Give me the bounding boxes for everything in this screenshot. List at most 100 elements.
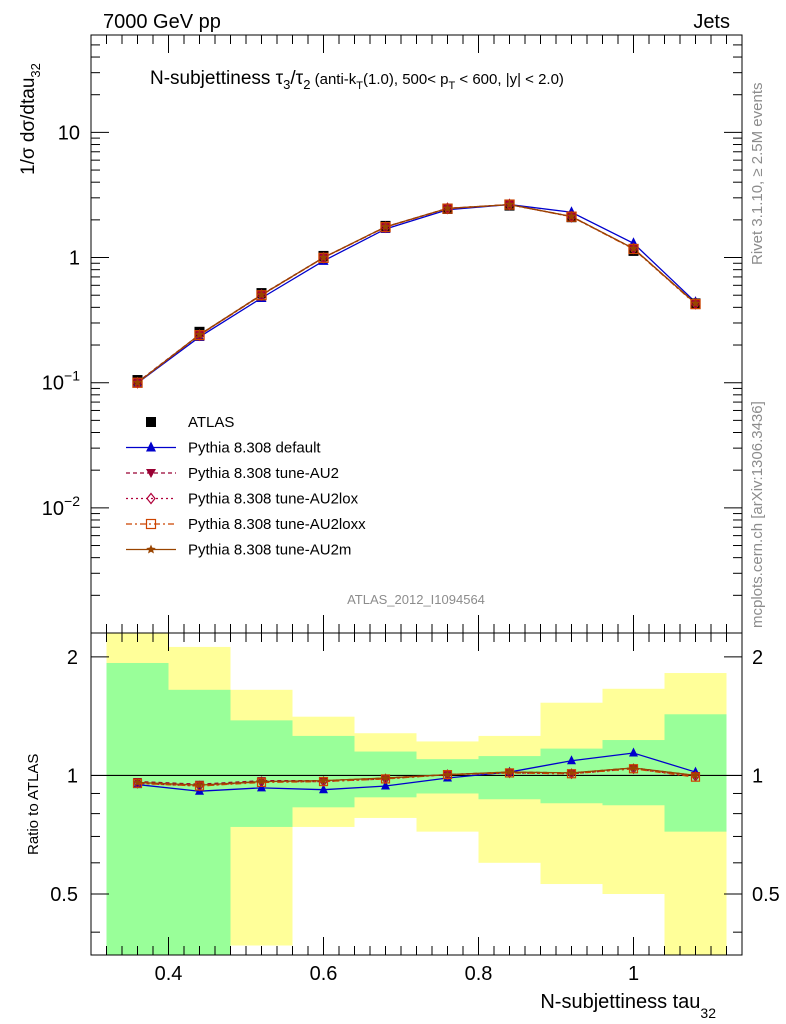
main-y-axis-text: 1/σ dσ/dtau [18,78,39,175]
ratio-y-axis-label: Ratio to ATLAS [25,754,42,855]
title-cond1: (anti-k [310,71,356,88]
main-y-tick-base: 10 [42,498,64,520]
series-marker-ratio [319,776,328,785]
ratio-ticks-layer: 0.4 0.6 0.8 1 2 2 1 1 0.5 0.5 [50,633,780,985]
main-y-axis-label: 1/σ dσ/dtau32 [18,63,43,175]
x-tick-label: 1 [628,963,639,985]
series-marker-ratio [257,777,266,786]
inner-band-bin [292,735,355,808]
series-marker-ratio [505,767,514,776]
main-y-tick-exp: −1 [64,368,80,384]
ratio-y-tick-label-left: 2 [67,647,78,669]
legend-label: Pythia 8.308 tune-AU2m [188,542,351,559]
series-marker-ratio [381,773,390,782]
analysis-watermark: ATLAS_2012_I1094564 [347,592,485,607]
series-marker-main [690,298,701,308]
series-marker-main [442,203,453,213]
x-axis-text: N-subjettiness tau [540,991,700,1013]
series-marker-ratio [567,768,576,777]
series-marker-ratio [319,784,328,794]
series-line-main [137,203,696,384]
ratio-y-tick-label-left: 0.5 [50,884,78,906]
ratio-band-layer [91,633,742,955]
ratio-y-tick-label-left: 1 [67,765,78,787]
title-main: N-subjettiness τ [150,68,284,89]
inner-band-bin [168,689,231,955]
main-series-layer [132,198,701,389]
process-label: Jets [693,11,730,33]
legend-marker [146,469,156,478]
series-marker-main [256,289,267,299]
title-sub2: 2 [303,77,310,92]
outer-band-bin [478,735,541,863]
series-marker-main [318,252,329,262]
main-y-tick-label: 10 [58,122,80,144]
ratio-y-tick-label-right: 1 [752,765,763,787]
series-marker-ratio [381,780,390,790]
title-subT: T [356,80,363,92]
x-axis-label: N-subjettiness tau32 [540,991,716,1021]
mcplots-label: mcplots.cern.ch [arXiv:1306.3436] [749,401,766,628]
x-axis-sub: 32 [700,1005,716,1021]
legend-label: Pythia 8.308 tune-AU2 [188,465,339,482]
legend: ATLAS Pythia 8.308 default Pythia 8.308 tu… [126,414,366,559]
series-marker-ratio [691,770,700,780]
legend-label: Pythia 8.308 tune-AU2loxx [188,516,366,533]
x-tick-label: 0.4 [155,963,183,985]
title-cond3: < 600, |y| < 2.0) [455,71,564,88]
main-y-axis-sub: 32 [28,63,43,77]
main-y-tick-base: 10 [58,122,80,144]
title-cond2: (1.0), 500< p [363,71,448,88]
legend-label: ATLAS [188,414,234,431]
ratio-series-layer [132,747,701,795]
series-marker-ratio [567,755,576,765]
series-line-main [137,203,696,384]
series-marker-main [504,199,515,209]
series-marker-main [132,377,143,387]
series-marker-ratio [443,770,452,779]
inner-band-bin [230,720,293,827]
series-marker-main [194,329,205,339]
legend-marker [146,544,156,554]
main-y-tick-exp: −2 [64,493,80,509]
plot-title: N-subjettiness τ3/τ2 (anti-kT(1.0), 500<… [150,68,564,92]
series-line-main [137,203,696,384]
title-slash: /τ [290,68,303,89]
legend-label: Pythia 8.308 tune-AU2lox [188,491,359,508]
inner-band-bin [106,662,169,955]
rivet-label: Rivet 3.1.10, ≥ 2.5M events [749,83,766,266]
ratio-panel: 0.4 0.6 0.8 1 2 2 1 1 0.5 0.5 [50,632,780,985]
legend-marker [146,417,156,427]
title-subT2: T [449,80,456,92]
main-y-tick-label: 10−2 [42,493,80,520]
series-line-ratio [137,752,696,792]
main-y-tick-label: 1 [69,248,80,270]
series-marker-main [380,221,391,231]
ratio-y-tick-label-right: 0.5 [752,884,780,906]
x-tick-label: 0.8 [465,963,493,985]
legend-marker [146,441,156,452]
main-y-tick-base: 10 [42,373,64,395]
energy-label: 7000 GeV pp [103,11,221,33]
legend-label: Pythia 8.308 default [188,440,321,457]
x-tick-label: 0.6 [310,963,338,985]
series-marker-ratio [629,747,638,757]
series-marker-ratio [195,780,204,789]
main-y-tick-label: 10−1 [42,368,80,395]
series-marker-main [628,243,639,253]
legend-marker [145,518,157,530]
series-marker-ratio [133,777,142,787]
main-y-tick-base: 1 [69,248,80,270]
series-line-main [137,203,696,383]
title-sub3: 3 [283,77,290,92]
series-line-ratio [137,768,696,787]
ratio-y-tick-label-right: 2 [752,647,763,669]
series-marker-main [566,211,577,221]
legend-marker [146,492,156,505]
series-marker-ratio [629,763,638,772]
series-line-ratio [137,767,696,786]
series-line-main [137,203,696,384]
